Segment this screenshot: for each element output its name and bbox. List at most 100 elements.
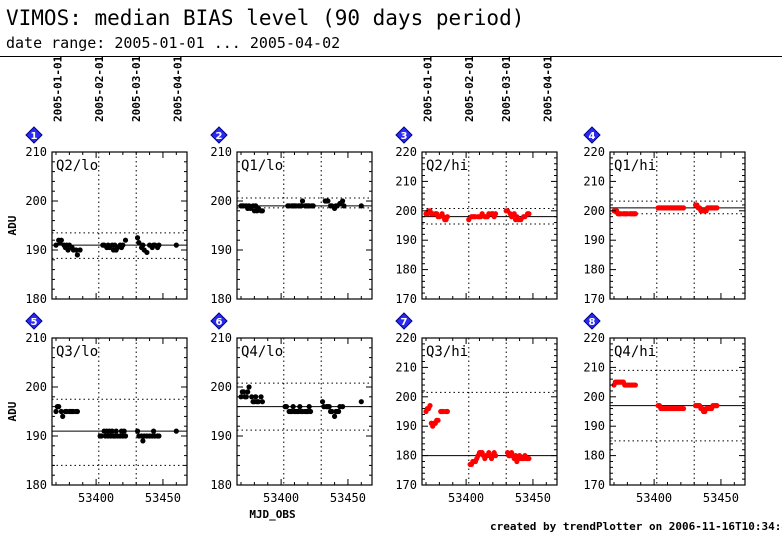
data-point	[56, 404, 62, 410]
data-point	[122, 433, 129, 439]
y-tick-label: 180	[395, 263, 417, 277]
top-date-label: 2005-02-01	[93, 55, 106, 122]
plot-panel-7: 170 180 190 200 210 220 53400 53450 Q3/hi 7	[395, 312, 558, 505]
data-point	[283, 404, 290, 410]
x-tick-label: 53400	[448, 491, 484, 505]
y-tick-label: 180	[395, 449, 417, 463]
panel-index-number: 7	[401, 317, 408, 328]
y-tick-label: 190	[25, 429, 47, 443]
data-points	[611, 202, 720, 217]
data-point	[241, 389, 247, 395]
panel-index-badge	[583, 312, 601, 330]
data-points	[238, 384, 364, 419]
y-tick-label: 210	[25, 331, 47, 345]
plot-panel-5: 180 190 200 210 53400 53450 Q3/lo 5 ADU	[6, 312, 188, 505]
data-points	[238, 198, 364, 214]
data-point	[58, 408, 64, 415]
panel-index-number: 6	[216, 317, 223, 328]
data-point	[134, 428, 141, 434]
data-point	[58, 237, 64, 243]
top-date-label: 2005-04-01	[542, 55, 555, 122]
data-point	[246, 384, 252, 390]
data-point	[249, 394, 255, 400]
panel-index-badge	[395, 312, 413, 330]
data-points	[611, 379, 720, 415]
panel-index-number: 1	[31, 131, 38, 142]
data-point	[150, 428, 157, 434]
x-tick-label: 53400	[78, 491, 114, 505]
data-point	[526, 211, 532, 217]
data-point	[444, 408, 450, 415]
data-point	[65, 247, 71, 253]
data-points	[53, 404, 179, 444]
y-tick-label: 190	[583, 419, 605, 433]
panel-label: Q4/lo	[241, 344, 283, 360]
date-range-subtitle: date range: 2005-01-01 ... 2005-04-02	[6, 34, 341, 52]
data-point	[238, 394, 244, 400]
panel-index-number: 5	[31, 317, 38, 328]
panel-label: Q1/hi	[614, 158, 656, 174]
x-axis-label: MJD_OBS	[249, 508, 295, 521]
plot-panel-3: 170 180 190 200 210 220 Q2/hi 3 2005-01-01 2005-0…	[395, 55, 558, 306]
panel-index-number: 4	[589, 131, 596, 142]
panel-index-badge	[210, 312, 228, 330]
data-point	[74, 252, 80, 258]
panel-index-badge	[25, 126, 43, 144]
data-point	[427, 403, 433, 409]
panel-index-badge	[25, 312, 43, 330]
page-title: VIMOS: median BIAS level (90 days period…	[6, 6, 525, 30]
plot-frame	[51, 151, 188, 300]
x-tick-label: 53450	[145, 491, 181, 505]
data-point	[156, 433, 162, 439]
data-point	[329, 408, 335, 415]
data-point	[113, 428, 119, 434]
y-tick-label: 210	[583, 174, 605, 188]
y-tick-label: 200	[210, 380, 232, 394]
data-point	[680, 405, 687, 412]
y-tick-label: 210	[583, 360, 605, 374]
panel-index-number: 8	[589, 317, 596, 328]
y-tick-label: 200	[395, 204, 417, 218]
data-point	[714, 403, 720, 409]
data-point	[77, 247, 83, 253]
plot-frame	[421, 151, 558, 300]
data-point	[259, 208, 265, 214]
y-tick-label: 210	[210, 331, 232, 345]
y-tick-label: 210	[210, 145, 232, 159]
data-point	[680, 205, 687, 211]
plot-panel-8: 170 180 190 200 210 220 53400 53450 Q4/hi 8	[583, 312, 746, 505]
data-point	[319, 399, 326, 405]
y-tick-label: 210	[395, 174, 417, 188]
panel-label: Q3/hi	[426, 344, 468, 360]
y-tick-label: 190	[210, 429, 232, 443]
data-point	[53, 242, 59, 248]
data-point	[156, 242, 162, 248]
data-point	[140, 438, 146, 444]
data-point	[298, 203, 304, 209]
data-point	[326, 404, 332, 410]
data-point	[98, 433, 105, 439]
y-tick-label: 200	[210, 194, 232, 208]
y-tick-label: 190	[395, 233, 417, 247]
data-point	[299, 198, 306, 204]
data-point	[74, 408, 80, 415]
y-tick-label: 180	[25, 478, 47, 492]
y-tick-label: 220	[583, 331, 605, 345]
data-point	[173, 428, 179, 434]
y-tick-label: 220	[395, 145, 417, 159]
data-point	[173, 242, 179, 248]
top-date-label: 2005-03-01	[500, 55, 513, 122]
y-axis-label: ADU	[6, 215, 19, 235]
data-point	[526, 455, 532, 462]
y-tick-label: 170	[583, 478, 605, 492]
y-tick-label: 200	[395, 390, 417, 404]
panel-index-badge	[583, 126, 601, 144]
data-points	[423, 403, 532, 468]
plot-frame	[51, 337, 188, 486]
top-date-label: 2005-04-01	[172, 55, 185, 122]
y-tick-label: 190	[210, 243, 232, 257]
y-axis-label: ADU	[6, 401, 19, 421]
data-point	[339, 404, 346, 410]
data-point	[290, 404, 296, 410]
